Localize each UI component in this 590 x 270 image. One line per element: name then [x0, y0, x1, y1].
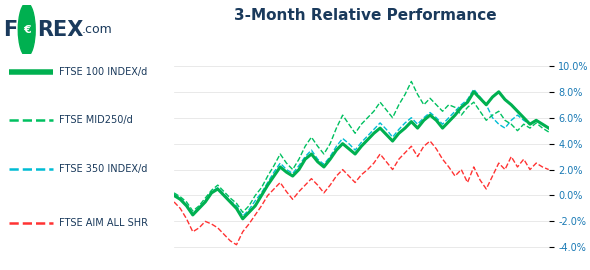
Text: REX: REX — [37, 20, 83, 40]
Text: 3-Month Relative Performance: 3-Month Relative Performance — [234, 8, 497, 23]
Text: FTSE 100 INDEX/d: FTSE 100 INDEX/d — [59, 66, 148, 77]
Text: .com: .com — [82, 23, 113, 36]
Text: FTSE 350 INDEX/d: FTSE 350 INDEX/d — [59, 164, 148, 174]
Text: FTSE MID250/d: FTSE MID250/d — [59, 115, 133, 125]
Circle shape — [18, 3, 35, 56]
Text: F: F — [3, 20, 17, 40]
Text: FTSE AIM ALL SHR: FTSE AIM ALL SHR — [59, 218, 148, 228]
Text: €: € — [23, 25, 31, 35]
